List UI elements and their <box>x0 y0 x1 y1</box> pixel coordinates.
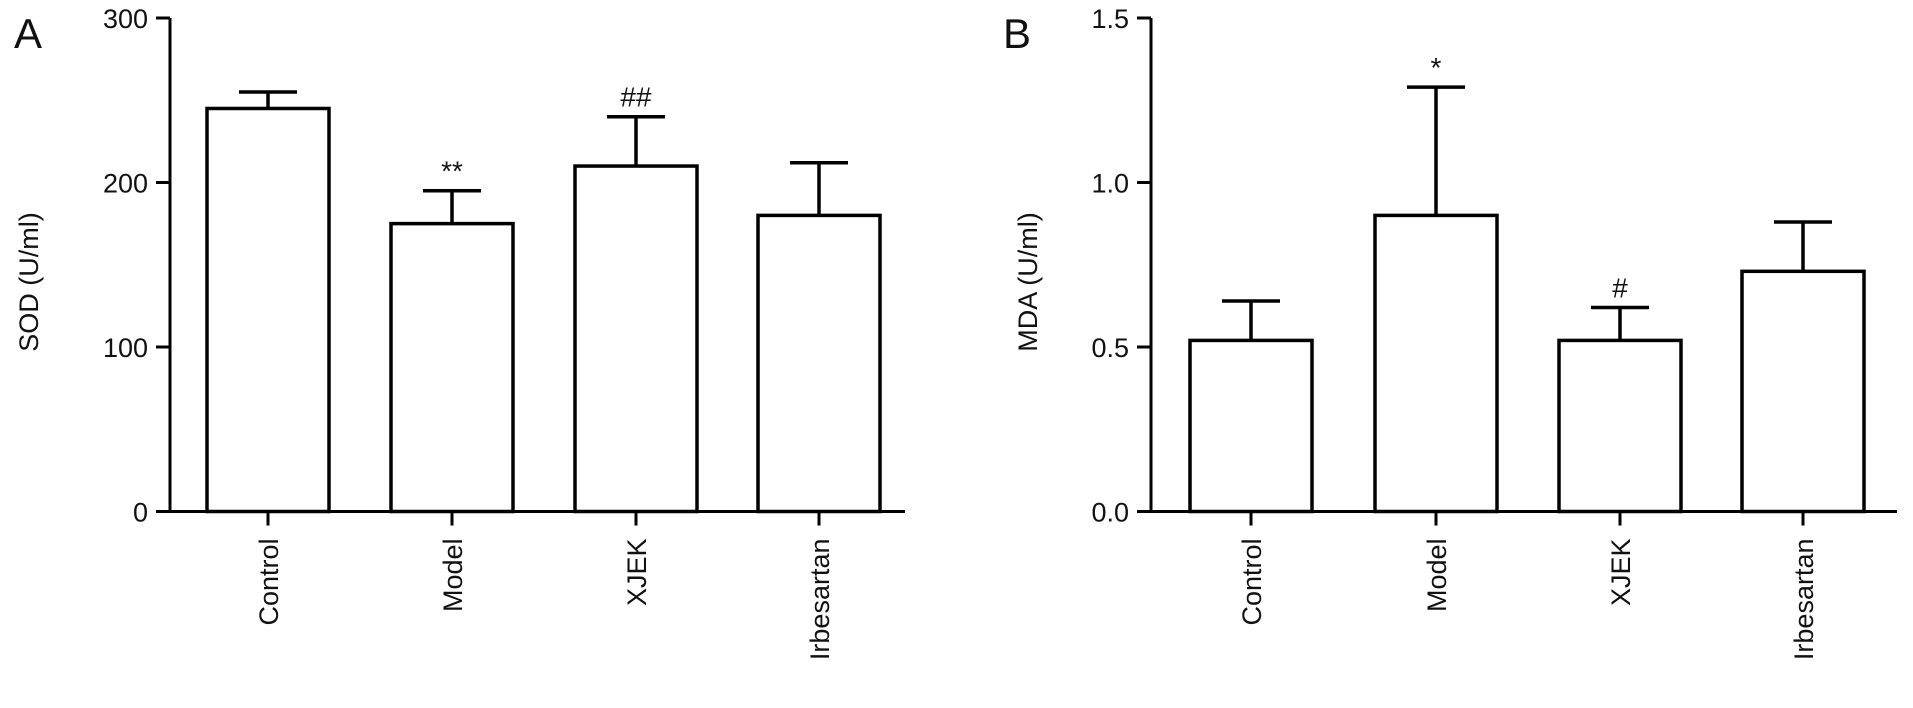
panel-b: B MDA (U/ml) 0.00.51.01.5 *# Control Mode… <box>1003 4 1897 660</box>
panel-a-bar-model <box>389 221 515 514</box>
panel-a-xtick-label-model: Model <box>438 539 468 613</box>
panel-a-yticks: 0 100 200 300 <box>103 4 170 528</box>
panel-a-significance-mark: ** <box>441 156 463 187</box>
panel-a-xtick-label-xjek: XJEK <box>622 539 652 607</box>
panel-a-ytick-label: 0 <box>133 498 148 528</box>
panel-a-ytick-label: 100 <box>103 333 148 363</box>
panel-a-letter: A <box>14 10 42 57</box>
panel-b-xtick-label-irbesartan: Irbesartan <box>1789 539 1819 661</box>
panel-a: A SOD (U/ml) 0 100 200 300 ** ## Control Mode… <box>14 4 905 660</box>
panel-b-ytick-label: 0.5 <box>1091 333 1129 363</box>
panel-b-significance-mark: * <box>1431 52 1442 83</box>
panel-b-bar-model <box>1373 213 1499 514</box>
panel-a-significance-mark: ## <box>620 82 652 113</box>
panel-b-ylabel: MDA (U/ml) <box>1013 212 1043 351</box>
panel-b-significance-mark: # <box>1612 273 1628 304</box>
panel-a-xtick-label-irbesartan: Irbesartan <box>805 539 835 661</box>
panel-b-letter: B <box>1003 10 1031 57</box>
panel-b-yticks: 0.0 0.5 1.0 1.5 <box>1091 4 1151 528</box>
panel-a-ylabel: SOD (U/ml) <box>14 212 44 351</box>
panel-a-bar-irbesartan <box>756 213 882 514</box>
panel-a-bar-xjek <box>573 164 699 514</box>
panel-a-annotations: ** ## <box>441 82 652 187</box>
panel-a-bar-control <box>205 106 331 514</box>
panel-b-bar-irbesartan <box>1740 269 1866 514</box>
panel-b-xtick-label-model: Model <box>1422 539 1452 613</box>
panel-b-bar-xjek <box>1557 338 1683 514</box>
panel-b-xtick-label-xjek: XJEK <box>1606 539 1636 607</box>
panel-b-bars <box>1188 213 1866 514</box>
panel-b-ytick-label: 0.0 <box>1091 498 1129 528</box>
panel-b-annotations: *# <box>1431 52 1629 303</box>
panel-a-error-bars <box>239 90 848 224</box>
panel-a-bars <box>205 106 882 514</box>
panel-b-xtick-label-control: Control <box>1237 539 1267 626</box>
panel-b-ytick-label: 1.5 <box>1091 4 1129 34</box>
panel-b-xticks: Control Model XJEK Irbesartan <box>1237 511 1819 661</box>
panel-a-xtick-label-control: Control <box>254 539 284 626</box>
panel-b-bar-control <box>1188 338 1314 514</box>
panel-a-ytick-label: 200 <box>103 169 148 199</box>
panel-b-error-bars <box>1222 85 1832 341</box>
panel-b-ytick-label: 1.0 <box>1091 169 1129 199</box>
panel-a-ytick-label: 300 <box>103 4 148 34</box>
panel-a-xticks: Control Model XJEK Irbesartan <box>254 511 835 661</box>
